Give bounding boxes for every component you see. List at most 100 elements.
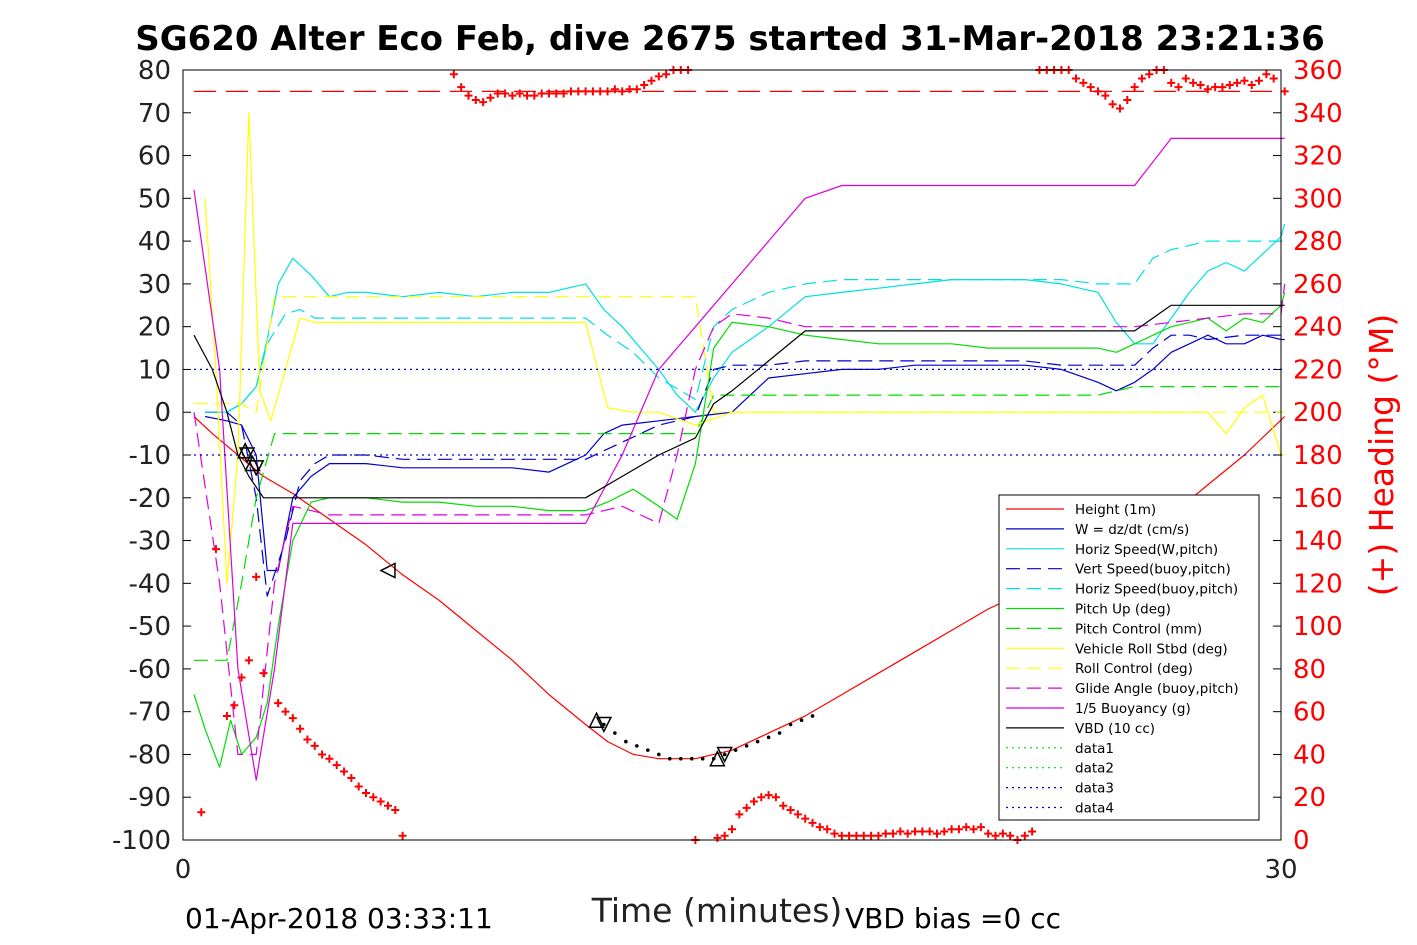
heading-point: [1262, 70, 1271, 79]
dive-dot: [689, 756, 694, 761]
heading-point: [501, 89, 510, 98]
legend-label: Pitch Control (mm): [1075, 621, 1202, 637]
heading-point: [574, 87, 583, 96]
heading-point: [925, 827, 934, 836]
heading-point: [252, 572, 261, 581]
heading-point: [530, 91, 539, 100]
triangle-marker: [716, 746, 733, 764]
dive-dot: [755, 739, 760, 744]
heading-point: [867, 831, 876, 840]
heading-point: [801, 814, 810, 823]
heading-point: [969, 825, 978, 834]
dive-dot: [766, 735, 771, 740]
triangle-marker: [238, 447, 256, 464]
dive-dot: [678, 756, 683, 761]
dive-dot: [788, 722, 793, 727]
heading-point: [479, 98, 488, 107]
heading-point: [1196, 80, 1205, 89]
heading-point: [603, 87, 612, 96]
dive-dot: [646, 748, 650, 752]
y-right-tick-label: 320: [1293, 142, 1343, 172]
triangle-marker: [595, 716, 613, 734]
heading-point: [1269, 74, 1278, 83]
legend-label: Height (1m): [1075, 502, 1156, 518]
heading-point: [523, 91, 532, 100]
legend-label: Roll Control (deg): [1075, 661, 1193, 677]
heading-point: [493, 89, 502, 98]
heading-point: [398, 831, 407, 840]
heading-point: [362, 788, 370, 797]
y-tick-label: -20: [129, 484, 171, 514]
heading-point: [632, 85, 641, 94]
heading-point: [1240, 76, 1249, 85]
y-tick-label: -60: [129, 655, 171, 685]
heading-point: [728, 825, 736, 834]
dive-dot: [602, 722, 606, 727]
heading-point: [1189, 78, 1198, 87]
heading-point: [340, 767, 349, 776]
heading-point: [962, 823, 971, 832]
heading-point: [647, 76, 656, 85]
y-tick-label: 50: [138, 184, 171, 214]
heading-point: [552, 89, 561, 98]
heading-point: [369, 793, 378, 802]
heading-point: [984, 829, 993, 838]
legend-label: Glide Angle (buoy,pitch): [1075, 681, 1239, 697]
y-tick-label: -10: [129, 441, 171, 471]
heading-point: [545, 89, 553, 98]
x-tick-label: 0: [175, 855, 192, 885]
heading-point: [244, 656, 253, 665]
heading-point: [515, 89, 524, 98]
series-line-glide-angle-buoy-pitch: [193, 283, 1286, 756]
heading-point: [1020, 831, 1029, 840]
heading-point: [566, 87, 575, 96]
heading-point: [237, 673, 246, 682]
heading-point: [1203, 85, 1212, 94]
dive-dot: [613, 731, 617, 735]
heading-point: [1181, 74, 1190, 83]
heading-point: [1094, 87, 1102, 96]
dive-dot: [667, 756, 672, 761]
heading-point: [954, 825, 963, 834]
x-axis-label: Time (minutes): [591, 891, 843, 930]
heading-point: [1115, 104, 1124, 113]
heading-point: [764, 791, 773, 800]
y-tick-label: 10: [138, 355, 171, 385]
y-right-tick-label: 40: [1293, 740, 1326, 770]
heading-point: [808, 818, 817, 827]
legend-label: Vehicle Roll Stbd (deg): [1075, 641, 1228, 657]
y-right-tick-label: 60: [1293, 698, 1326, 728]
heading-point: [932, 829, 941, 838]
heading-point: [947, 825, 956, 834]
legend: Height (1m) W = dz/dt (cm/s) Horiz Speed(W…: [998, 494, 1260, 821]
legend-label: data4: [1075, 801, 1114, 817]
heading-point: [859, 831, 868, 840]
series-line-vbd-10-cc: [193, 304, 1285, 499]
heading-point: [837, 831, 846, 840]
y-right-tick-label: 340: [1293, 99, 1343, 129]
y-axis-right-label: (+) Heading (°M): [1362, 314, 1401, 596]
heading-point: [1225, 80, 1234, 89]
series-line-roll-control-deg: [194, 296, 1285, 413]
legend-label: W = dz/dt (cm/s): [1075, 522, 1189, 538]
x-axis: 0 30: [175, 832, 1298, 885]
heading-point: [815, 823, 824, 832]
series-line-1-5-buoyancy-g: [193, 137, 1285, 781]
y-tick-label: 40: [138, 227, 171, 257]
heading-point: [449, 70, 458, 79]
series-line-vert-speed-buoy-pitch: [205, 334, 1285, 597]
dive-dot: [711, 756, 716, 761]
heading-point: [1137, 74, 1146, 83]
footer-vbd-bias: VBD bias =0 cc: [845, 902, 1061, 935]
dive-dot: [722, 752, 727, 757]
heading-point: [742, 803, 751, 812]
plot-frame: [182, 69, 1282, 841]
heading-point: [230, 701, 239, 710]
heading-point: [779, 801, 788, 810]
y-right-tick-label: 240: [1293, 313, 1343, 343]
y-tick-label: 70: [138, 99, 171, 129]
heading-point: [1072, 74, 1081, 83]
heading-point: [1247, 80, 1256, 89]
heading-point: [596, 87, 605, 96]
